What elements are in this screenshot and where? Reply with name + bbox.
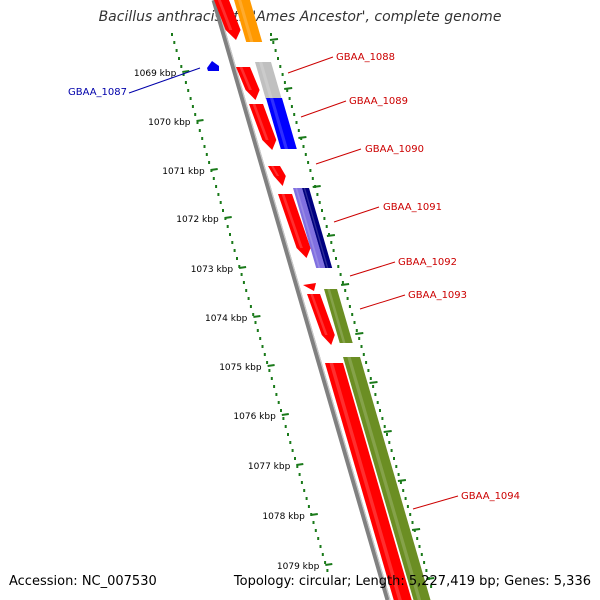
gene-bar	[255, 62, 282, 99]
backbone-line	[211, 0, 391, 600]
gene-label-gbaa-1089[interactable]: GBAA_1089	[349, 96, 408, 107]
gene-labels: GBAA_1087 GBAA_1088 GBAA_1089 GBAA_1090 GBAA…	[68, 52, 520, 510]
gene-leader-line	[128, 67, 201, 94]
gene-bar-gbaa-1091	[278, 194, 311, 258]
accession-text: Accession: NC_007530	[9, 574, 157, 589]
genome-backbone	[211, 0, 391, 600]
major-tick	[210, 168, 218, 171]
major-tick	[340, 283, 350, 286]
gene-bar-gbaa-1090	[268, 166, 286, 186]
gene-bar-gbaa-1094	[325, 363, 412, 600]
scale-label: 1079 kbp	[277, 562, 320, 572]
gene-bar-gbaa-1087	[207, 61, 219, 71]
gene-bar	[302, 188, 333, 268]
gene-leader-line	[315, 148, 362, 165]
gene-leader-line	[359, 294, 406, 310]
gene-leader-line	[287, 56, 334, 74]
scale-track-left	[171, 33, 329, 572]
major-tick	[411, 528, 421, 531]
gene-bar	[343, 357, 431, 600]
gene-label-gbaa-1091[interactable]: GBAA_1091	[383, 202, 442, 213]
major-tick	[196, 119, 204, 122]
gene-features	[207, 0, 431, 600]
gene-leader-line	[333, 206, 380, 223]
backbone-highlight	[215, 0, 391, 600]
major-tick	[369, 381, 378, 384]
major-tick	[269, 38, 279, 41]
major-tick	[325, 563, 333, 566]
gene-bar-gbaa-1093	[307, 294, 335, 345]
major-tick	[296, 463, 304, 466]
major-tick	[298, 136, 307, 139]
scale-label: 1076 kbp	[233, 412, 276, 422]
scale-label: 1069 kbp	[134, 69, 177, 79]
gene-bar	[324, 289, 353, 343]
major-tick	[224, 216, 232, 219]
major-tick	[182, 70, 190, 73]
gene-label-gbaa-1092[interactable]: GBAA_1092	[398, 257, 457, 268]
major-tick	[326, 234, 336, 237]
gene-bar-gbaa-1089	[249, 104, 277, 150]
gene-bar	[293, 188, 326, 268]
gene-label-gbaa-1094[interactable]: GBAA_1094	[461, 491, 520, 502]
scale-labels: 1069 kbp 1070 kbp 1071 kbp 1072 kbp 1073 kbp…	[134, 69, 320, 572]
major-tick	[397, 479, 407, 482]
major-tick	[310, 513, 318, 516]
scale-label: 1072 kbp	[176, 215, 219, 225]
gene-bar	[234, 0, 263, 42]
scale-track-right	[270, 33, 433, 588]
major-tick	[312, 185, 321, 188]
gene-label-gbaa-1093[interactable]: GBAA_1093	[408, 290, 467, 301]
scale-label: 1074 kbp	[205, 314, 248, 324]
major-tick	[355, 332, 364, 335]
gene-bar	[214, 0, 241, 40]
gene-leader-line	[349, 261, 396, 277]
gene-label-gbaa-1088[interactable]: GBAA_1088	[336, 52, 395, 63]
gene-bar	[266, 98, 297, 149]
genome-summary-text: Topology: circular; Length: 5,227,419 bp…	[233, 574, 591, 589]
scale-label: 1075 kbp	[219, 363, 262, 373]
scale-label: 1077 kbp	[248, 462, 291, 472]
gene-bar-gbaa-1088	[236, 67, 260, 100]
map-title: Bacillus anthracis str. 'Ames Ancestor',…	[98, 9, 502, 25]
major-tick	[238, 266, 247, 269]
major-tick	[267, 364, 275, 367]
major-tick	[383, 430, 392, 433]
gene-label-gbaa-1087[interactable]: GBAA_1087	[68, 87, 127, 98]
scale-label: 1078 kbp	[262, 512, 305, 522]
gene-leader-line	[412, 495, 459, 510]
major-tick	[426, 577, 435, 580]
gene-label-gbaa-1090[interactable]: GBAA_1090	[365, 144, 424, 155]
major-tick	[284, 87, 293, 90]
scale-ticks	[171, 33, 435, 588]
major-tick	[281, 413, 289, 416]
gene-bar-gbaa-1092	[303, 283, 316, 291]
scale-label: 1071 kbp	[162, 167, 205, 177]
gene-leader-line	[300, 100, 347, 118]
major-tick	[253, 315, 261, 318]
scale-label: 1073 kbp	[191, 265, 234, 275]
scale-label: 1070 kbp	[148, 118, 191, 128]
